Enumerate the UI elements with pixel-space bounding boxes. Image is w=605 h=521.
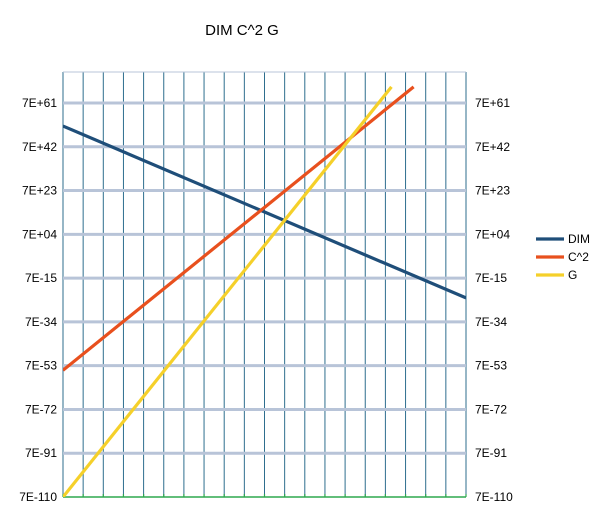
y-tick-label-left: 7E-110	[19, 490, 57, 504]
y-tick-label-left: 7E+04	[22, 227, 57, 241]
y-tick-label-right: 7E+61	[475, 96, 510, 110]
y-tick-label-right: 7E-15	[475, 271, 507, 285]
y-tick-label-left: 7E-72	[25, 402, 57, 416]
y-tick-label-right: 7E+04	[475, 227, 510, 241]
y-tick-label-left: 7E-53	[25, 359, 57, 373]
series-line-c-2	[63, 85, 415, 372]
y-tick-label-left: 7E-91	[25, 446, 57, 460]
y-axis-right-ticks: 7E+61 7E+42 7E+23 7E+04 7E-15 7E-34 7E-53 7E-72…	[475, 96, 513, 504]
vertical-gridlines	[62, 72, 467, 497]
chart-title: DIM C^2 G	[205, 22, 279, 39]
horizontal-gridlines	[63, 71, 466, 498]
y-tick-label-left: 7E+42	[22, 140, 57, 154]
series-line-g	[63, 85, 393, 497]
y-tick-label-left: 7E-15	[25, 271, 57, 285]
legend-label: C^2	[568, 250, 589, 264]
y-tick-label-right: 7E-53	[475, 359, 507, 373]
legend-label: DIM	[568, 232, 590, 246]
y-tick-label-right: 7E-110	[475, 490, 513, 504]
y-tick-label-right: 7E+23	[475, 184, 510, 198]
y-tick-label-right: 7E+42	[475, 140, 510, 154]
y-tick-label-right: 7E-34	[475, 315, 507, 329]
series-line-dim	[63, 124, 466, 300]
y-tick-label-left: 7E+23	[22, 184, 57, 198]
legend: DIM C^2 G	[536, 232, 590, 282]
series-lines	[63, 85, 466, 497]
y-tick-label-right: 7E-91	[475, 446, 507, 460]
legend-label: G	[568, 268, 577, 282]
y-tick-label-right: 7E-72	[475, 402, 507, 416]
y-tick-label-left: 7E-34	[25, 315, 57, 329]
y-axis-left-ticks: 7E+61 7E+42 7E+23 7E+04 7E-15 7E-34 7E-53 7E-72…	[19, 96, 57, 504]
y-tick-label-left: 7E+61	[22, 96, 57, 110]
